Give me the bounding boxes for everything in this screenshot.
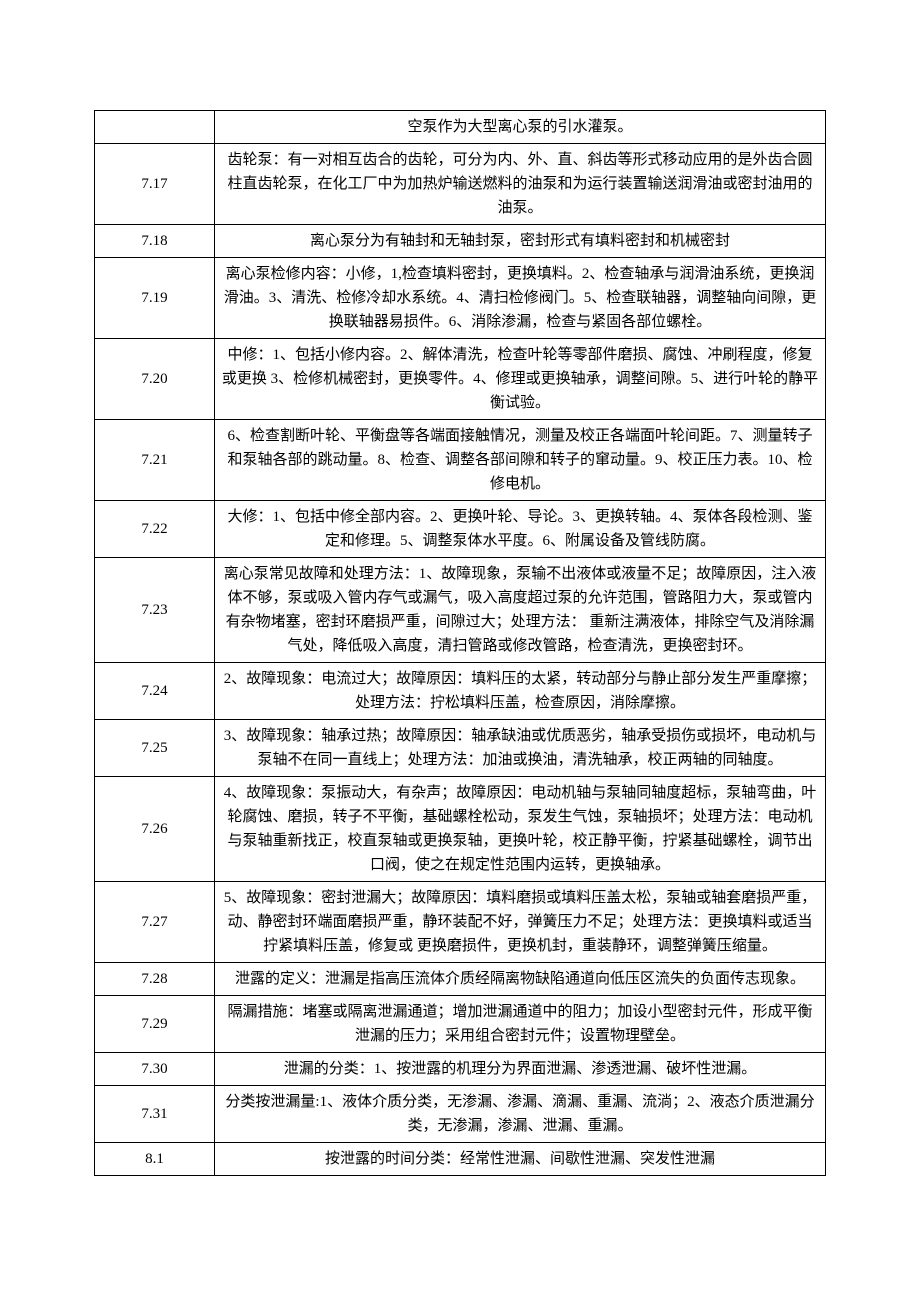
table-body: 空泵作为大型离心泵的引水灌泵。7.17齿轮泵：有一对相互齿合的齿轮，可分为内、外… [95, 111, 826, 1176]
table-row: 7.29隔漏措施：堵塞或隔离泄漏通道；增加泄漏通道中的阻力；加设小型密封元件，形… [95, 996, 826, 1053]
row-id-cell: 7.31 [95, 1086, 215, 1143]
row-id-cell: 7.28 [95, 963, 215, 996]
table-row: 7.253、故障现象：轴承过热；故障原因：轴承缺油或优质恶劣，轴承受损伤或损坏，… [95, 720, 826, 777]
table-row: 7.30泄漏的分类：1、按泄露的机理分为界面泄漏、渗透泄漏、破坏性泄漏。 [95, 1053, 826, 1086]
row-content-cell: 离心泵常见故障和处理方法：1、故障现象，泵输不出液体或液量不足；故障原因，注入液… [215, 558, 826, 663]
row-content-cell: 离心泵检修内容：小修，1,检查填料密封，更换填料。2、检查轴承与润滑油系统，更换… [215, 258, 826, 339]
row-id-cell [95, 111, 215, 144]
table-row: 7.20中修：1、包括小修内容。2、解体清洗，检查叶轮等零部件磨损、腐蚀、冲刷程… [95, 339, 826, 420]
row-id-cell: 7.20 [95, 339, 215, 420]
table-row: 8.1按泄露的时间分类：经常性泄漏、间歇性泄漏、突发性泄漏 [95, 1143, 826, 1176]
table-row: 7.17齿轮泵：有一对相互齿合的齿轮，可分为内、外、直、斜齿等形式移动应用的是外… [95, 144, 826, 225]
table-row: 7.31分类按泄漏量:1、液体介质分类，无渗漏、渗漏、滴漏、重漏、流淌；2、液态… [95, 1086, 826, 1143]
table-row: 7.18离心泵分为有轴封和无轴封泵，密封形式有填料密封和机械密封 [95, 225, 826, 258]
table-row: 7.28泄露的定义：泄漏是指高压流体介质经隔离物缺陷通道向低压区流失的负面传志现… [95, 963, 826, 996]
row-content-cell: 齿轮泵：有一对相互齿合的齿轮，可分为内、外、直、斜齿等形式移动应用的是外齿合圆柱… [215, 144, 826, 225]
row-id-cell: 7.27 [95, 882, 215, 963]
row-content-cell: 分类按泄漏量:1、液体介质分类，无渗漏、渗漏、滴漏、重漏、流淌；2、液态介质泄漏… [215, 1086, 826, 1143]
row-id-cell: 7.25 [95, 720, 215, 777]
row-content-cell: 泄漏的分类：1、按泄露的机理分为界面泄漏、渗透泄漏、破坏性泄漏。 [215, 1053, 826, 1086]
row-content-cell: 空泵作为大型离心泵的引水灌泵。 [215, 111, 826, 144]
row-content-cell: 按泄露的时间分类：经常性泄漏、间歇性泄漏、突发性泄漏 [215, 1143, 826, 1176]
table-row: 空泵作为大型离心泵的引水灌泵。 [95, 111, 826, 144]
table-row: 7.242、故障现象：电流过大；故障原因：填料压的太紧，转动部分与静止部分发生严… [95, 663, 826, 720]
row-id-cell: 7.24 [95, 663, 215, 720]
row-content-cell: 中修：1、包括小修内容。2、解体清洗，检查叶轮等零部件磨损、腐蚀、冲刷程度，修复… [215, 339, 826, 420]
row-id-cell: 7.30 [95, 1053, 215, 1086]
row-id-cell: 8.1 [95, 1143, 215, 1176]
row-content-cell: 4、故障现象：泵振动大，有杂声；故障原因：电动机轴与泵轴同轴度超标，泵轴弯曲，叶… [215, 777, 826, 882]
row-content-cell: 大修：1、包括中修全部内容。2、更换叶轮、导论。3、更换转轴。4、泵体各段检测、… [215, 501, 826, 558]
row-content-cell: 隔漏措施：堵塞或隔离泄漏通道；增加泄漏通道中的阻力；加设小型密封元件，形成平衡泄… [215, 996, 826, 1053]
row-content-cell: 3、故障现象：轴承过热；故障原因：轴承缺油或优质恶劣，轴承受损伤或损坏，电动机与… [215, 720, 826, 777]
document-table: 空泵作为大型离心泵的引水灌泵。7.17齿轮泵：有一对相互齿合的齿轮，可分为内、外… [94, 110, 826, 1176]
table-row: 7.264、故障现象：泵振动大，有杂声；故障原因：电动机轴与泵轴同轴度超标，泵轴… [95, 777, 826, 882]
row-id-cell: 7.18 [95, 225, 215, 258]
row-id-cell: 7.21 [95, 420, 215, 501]
table-row: 7.22大修：1、包括中修全部内容。2、更换叶轮、导论。3、更换转轴。4、泵体各… [95, 501, 826, 558]
table-row: 7.275、故障现象：密封泄漏大；故障原因：填料磨损或填料压盖太松，泵轴或轴套磨… [95, 882, 826, 963]
row-content-cell: 5、故障现象：密封泄漏大；故障原因：填料磨损或填料压盖太松，泵轴或轴套磨损严重，… [215, 882, 826, 963]
row-content-cell: 泄露的定义：泄漏是指高压流体介质经隔离物缺陷通道向低压区流失的负面传志现象。 [215, 963, 826, 996]
row-id-cell: 7.17 [95, 144, 215, 225]
table-row: 7.23离心泵常见故障和处理方法：1、故障现象，泵输不出液体或液量不足；故障原因… [95, 558, 826, 663]
table-row: 7.19离心泵检修内容：小修，1,检查填料密封，更换填料。2、检查轴承与润滑油系… [95, 258, 826, 339]
table-row: 7.216、检查割断叶轮、平衡盘等各端面接触情况，测量及校正各端面叶轮间距。7、… [95, 420, 826, 501]
row-content-cell: 6、检查割断叶轮、平衡盘等各端面接触情况，测量及校正各端面叶轮间距。7、测量转子… [215, 420, 826, 501]
row-id-cell: 7.22 [95, 501, 215, 558]
row-id-cell: 7.19 [95, 258, 215, 339]
row-content-cell: 离心泵分为有轴封和无轴封泵，密封形式有填料密封和机械密封 [215, 225, 826, 258]
row-id-cell: 7.26 [95, 777, 215, 882]
row-id-cell: 7.23 [95, 558, 215, 663]
row-id-cell: 7.29 [95, 996, 215, 1053]
row-content-cell: 2、故障现象：电流过大；故障原因：填料压的太紧，转动部分与静止部分发生严重摩擦；… [215, 663, 826, 720]
